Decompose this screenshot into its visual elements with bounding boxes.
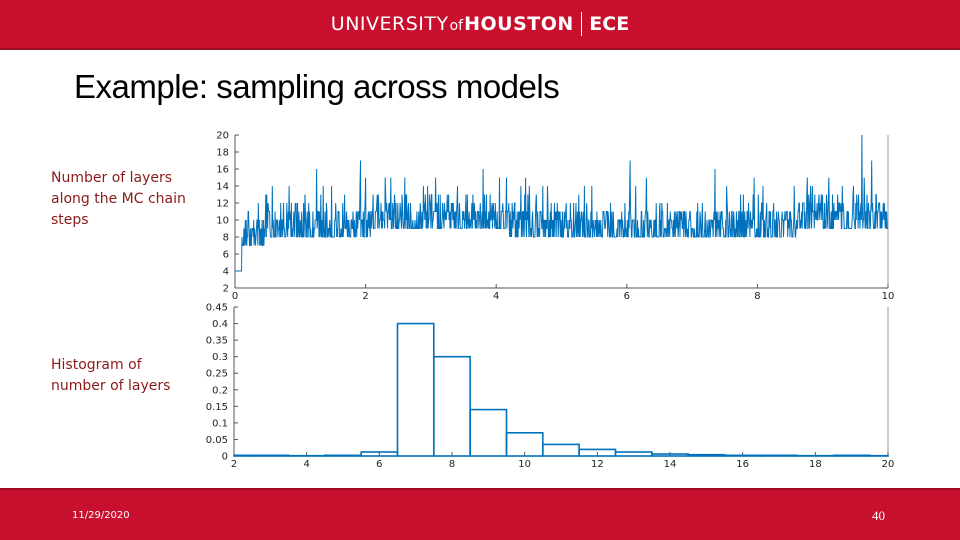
brand-of: of	[449, 18, 464, 34]
hist-bar	[723, 454, 762, 457]
hist-y-tick-label: 0.35	[206, 336, 228, 347]
hist-y-tick-label: 0.4	[212, 319, 228, 330]
hist-x-tick-label: 10	[518, 459, 531, 470]
hist-bar	[323, 454, 362, 457]
trace-series-line	[235, 134, 888, 272]
hist-y-tick-label: 0.3	[212, 352, 228, 363]
hist-y-tick-label: 0.1	[212, 418, 228, 429]
trace-x-tick-label: 4	[493, 291, 499, 302]
hist-bar	[832, 454, 871, 457]
trace-y-tick-label: 20	[216, 131, 229, 142]
hist-y-tick-label: 0.15	[206, 402, 228, 413]
header-bar	[0, 0, 960, 50]
trace-y-tick-label: 14	[216, 182, 229, 193]
hist-x-tick-label: 2	[231, 459, 237, 470]
brand-department: ECE	[589, 13, 630, 35]
hist-x-tick-label: 16	[736, 459, 749, 470]
hist-x-tick-label: 6	[376, 459, 382, 470]
brand-houston: HOUSTON	[464, 13, 574, 35]
hist-bar	[687, 453, 726, 457]
hist-x-tick-label: 12	[591, 459, 604, 470]
page-number: 40	[872, 508, 885, 523]
hist-bar	[233, 454, 254, 457]
trace-y-tick-label: 8	[223, 233, 229, 244]
hist-y-tick-label: 0.25	[206, 369, 228, 380]
trace-plot-label: Number of layers along the MC chain step…	[51, 170, 186, 228]
slide-title: Example: sampling across models	[74, 68, 560, 105]
trace-x-tick-label: 6	[624, 291, 630, 302]
hist-bar	[614, 451, 653, 457]
trace-x-tick-label: 10	[882, 291, 895, 302]
brand-separator	[580, 12, 583, 36]
trace-y-tick-label: 10	[216, 216, 229, 227]
hist-y-tick-label: 0.2	[212, 385, 228, 396]
trace-x-tick-label: 0	[232, 291, 238, 302]
trace-y-tick-label: 6	[223, 250, 229, 261]
hist-x-tick-label: 8	[449, 459, 455, 470]
brand-university: UNIVERSITY	[330, 13, 449, 35]
hist-bar	[432, 355, 471, 457]
hist-y-tick-label: 0.45	[206, 303, 228, 314]
footer-bar	[0, 488, 960, 540]
trace-y-tick-label: 12	[216, 199, 229, 210]
hist-y-tick-label: 0	[222, 452, 228, 463]
hist-x-tick-label: 4	[303, 459, 309, 470]
hist-bar	[251, 454, 290, 457]
hist-bar	[759, 454, 798, 457]
trace-y-tick-label: 18	[216, 148, 229, 159]
trace-x-tick-label: 2	[362, 291, 368, 302]
hist-x-tick-label: 14	[664, 459, 677, 470]
hist-y-tick-label: 0.05	[206, 435, 228, 446]
hist-x-tick-label: 18	[809, 459, 822, 470]
hist-bar	[541, 443, 580, 457]
trace-y-tick-label: 4	[223, 267, 229, 278]
hist-x-tick-label: 20	[882, 459, 895, 470]
trace-x-tick-label: 8	[754, 291, 760, 302]
trace-y-tick-label: 2	[223, 284, 229, 295]
university-logo: UNIVERSITY of HOUSTON ECE	[0, 0, 960, 48]
trace-y-tick-label: 16	[216, 165, 229, 176]
histogram-label: Histogram of number of layers	[51, 357, 171, 394]
hist-bar	[469, 408, 508, 457]
hist-bar	[396, 322, 435, 457]
footer-date: 11/29/2020	[72, 510, 130, 521]
